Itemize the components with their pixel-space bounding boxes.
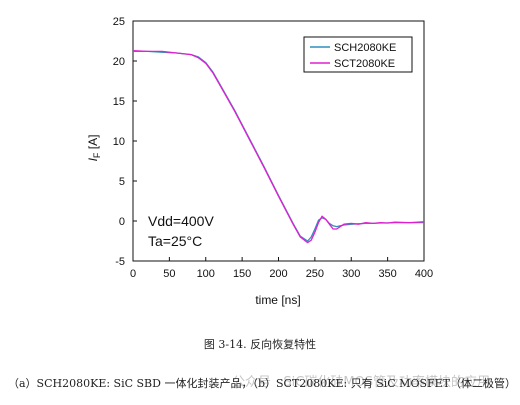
annotation-ta: Ta=25°C (148, 233, 202, 249)
y-tick-label: -5 (115, 256, 125, 268)
legend-label-sct2080ke: SCT2080KE (334, 58, 395, 70)
x-tick-label: 50 (163, 268, 175, 280)
x-tick-label: 150 (233, 268, 251, 280)
legend-box (303, 36, 413, 73)
chart: 0 50 100 150 200 250 300 350 400 -5 0 5 10 15 20 25 ti… (86, 16, 433, 307)
y-axis-ticks: -5 0 5 10 15 20 25 (113, 16, 137, 268)
x-axis-ticks: 0 50 100 150 200 250 300 350 400 (130, 257, 433, 280)
x-tick-label: 200 (269, 268, 287, 280)
legend-label-sch2080ke: SCH2080KE (334, 42, 396, 54)
x-axis-label: time [ns] (255, 293, 300, 307)
y-axis-label: IF [A] (86, 135, 102, 162)
series-line-sct2080ke (132, 49, 425, 244)
figure-caption: 图 3-14. 反向恢复特性 (203, 338, 317, 351)
y-tick-label: 25 (113, 16, 125, 28)
x-tick-label: 250 (306, 268, 324, 280)
legend: SCH2080KE SCT2080KE (303, 36, 413, 73)
x-tick-label: 350 (378, 268, 396, 280)
watermark: 公众号 · SiC碳化硅MOS管及功率模块的应用 (232, 375, 491, 390)
x-tick-label: 400 (415, 268, 433, 280)
series-lines (132, 49, 425, 244)
x-tick-label: 100 (197, 268, 215, 280)
y-tick-label: 20 (113, 56, 125, 68)
sub-caption: （a）SCH2080KE: SiC SBD 一体化封装产品，（b）SCT2080… (8, 377, 517, 390)
y-tick-label: 0 (119, 216, 125, 228)
x-tick-label: 300 (342, 268, 360, 280)
x-tick-label: 0 (130, 268, 136, 280)
y-tick-label: 10 (113, 136, 125, 148)
y-tick-label: 5 (119, 176, 125, 188)
annotation-vdd: Vdd=400V (148, 213, 214, 229)
y-tick-label: 15 (113, 96, 125, 108)
